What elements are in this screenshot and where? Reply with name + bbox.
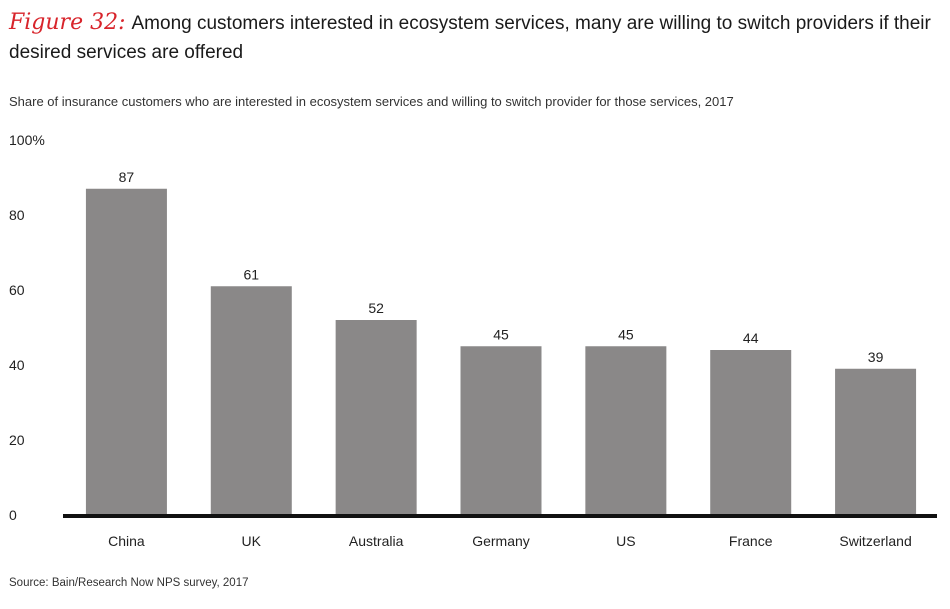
x-tick-label: UK <box>242 533 262 549</box>
bar-value-label: 87 <box>119 169 135 185</box>
x-axis-labels: China UK Australia Germany US France Switzerla… <box>108 533 912 549</box>
x-tick-label: China <box>108 533 145 549</box>
x-tick-label: France <box>729 533 773 549</box>
x-tick-label: Germany <box>472 533 530 549</box>
bar-china <box>85 188 167 515</box>
x-tick-label: Switzerland <box>839 533 911 549</box>
bar-us <box>585 346 667 515</box>
y-tick-label: 40 <box>9 357 25 373</box>
y-tick-label: 60 <box>9 282 25 298</box>
bar-australia <box>335 320 417 515</box>
value-labels-group: 87 61 52 45 45 44 39 <box>119 169 884 365</box>
chart-title-block: Figure 32: Among customers interested in … <box>9 8 944 67</box>
y-tick-label: 20 <box>9 432 25 448</box>
bar-value-label: 45 <box>618 326 634 342</box>
bar-value-label: 61 <box>243 266 259 282</box>
y-tick-label: 80 <box>9 207 25 223</box>
y-tick-label: 100% <box>9 132 45 148</box>
bar-france <box>710 350 792 515</box>
bar-value-label: 45 <box>493 326 509 342</box>
x-tick-label: Australia <box>349 533 404 549</box>
bar-switzerland <box>835 368 917 515</box>
bars-group <box>85 188 917 515</box>
bar-value-label: 44 <box>743 330 759 346</box>
x-tick-label: US <box>616 533 635 549</box>
y-axis-labels: 0 20 40 60 80 100% <box>9 132 45 523</box>
bar-uk <box>210 286 292 515</box>
bar-chart: 0 20 40 60 80 100% 87 61 52 45 45 44 39 China UK Aust… <box>9 132 937 549</box>
bar-germany <box>460 346 542 515</box>
chart-subtitle: Share of insurance customers who are int… <box>9 94 734 109</box>
bar-value-label: 52 <box>368 300 384 316</box>
chart-title: Among customers interested in ecosystem … <box>9 13 931 63</box>
bar-value-label: 39 <box>868 349 884 365</box>
source-note: Source: Bain/Research Now NPS survey, 20… <box>9 577 249 589</box>
y-tick-label: 0 <box>9 507 17 523</box>
figure-label: Figure 32: <box>9 10 126 35</box>
